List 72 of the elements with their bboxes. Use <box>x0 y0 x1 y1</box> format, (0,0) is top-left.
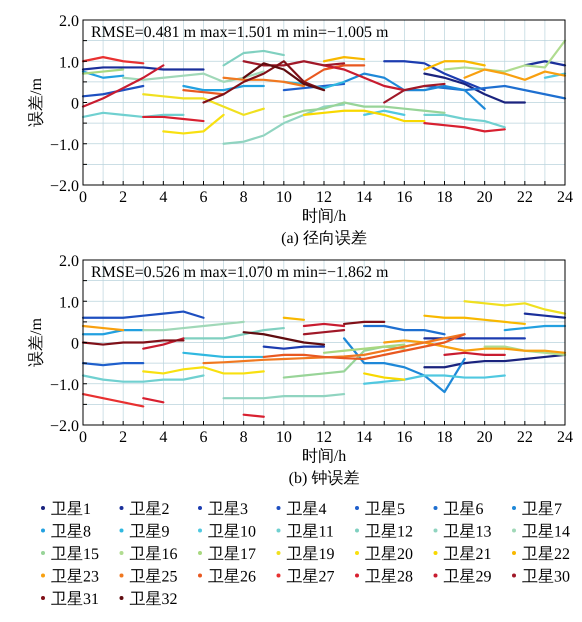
legend-label: 卫星22 <box>522 546 570 563</box>
legend-label: 卫星28 <box>365 568 413 586</box>
legend-label: 卫星30 <box>522 568 570 586</box>
legend-label: 卫星27 <box>286 568 334 586</box>
x-axis-title: 时间/h <box>302 207 346 225</box>
y-tick-label: 2.0 <box>59 253 79 270</box>
legend-label: 卫星13 <box>444 524 492 540</box>
legend-label: 卫星9 <box>130 524 170 540</box>
legend-label: 卫星26 <box>208 568 256 586</box>
legend-label: 卫星19 <box>286 546 334 563</box>
legend-label: 卫星4 <box>286 501 326 518</box>
legend-label: 卫星1 <box>51 501 91 518</box>
x-axis-title: 时间/h <box>302 447 346 465</box>
legend-label: 卫星11 <box>286 524 334 540</box>
x-tick-label: 24 <box>557 429 573 446</box>
x-tick-label: 14 <box>356 189 372 206</box>
x-tick-label: 18 <box>436 189 452 206</box>
annotation: RMSE=0.481 m max=1.501 m min=−1.005 m <box>91 24 389 41</box>
legend-label: 卫星31 <box>51 591 99 608</box>
y-tick-label: −2.0 <box>50 418 79 435</box>
x-tick-label: 22 <box>516 429 533 446</box>
legend-label: 卫星17 <box>208 546 256 563</box>
legend-label: 卫星6 <box>444 501 484 518</box>
legend-label: 卫星3 <box>208 501 248 518</box>
y-tick-label: 1.0 <box>59 294 79 312</box>
x-tick-label: 16 <box>396 429 412 446</box>
text: (a) 径向误差 <box>281 229 367 247</box>
y-tick-label: −1.0 <box>50 376 79 394</box>
legend-label: 卫星7 <box>522 501 562 518</box>
legend-label: 卫星21 <box>444 546 492 563</box>
x-tick-label: 4 <box>159 189 168 206</box>
x-tick-label: 2 <box>119 429 128 446</box>
x-tick-label: 22 <box>516 189 533 206</box>
x-tick-label: 20 <box>476 189 493 206</box>
x-tick-label: 8 <box>240 189 248 206</box>
y-tick-label: −2.0 <box>50 178 79 195</box>
x-tick-label: 8 <box>240 429 248 446</box>
y-tick-label: 1.0 <box>59 54 79 72</box>
x-tick-label: 10 <box>276 189 292 206</box>
legend-label: 卫星16 <box>130 546 178 563</box>
x-tick-label: 18 <box>436 429 452 446</box>
x-tick-label: 4 <box>159 429 168 446</box>
x-tick-label: 20 <box>476 429 493 446</box>
y-tick-label: 0 <box>71 336 79 352</box>
legend-label: 卫星29 <box>444 568 492 586</box>
y-axis-title: 误差/m <box>27 318 45 367</box>
x-tick-label: 12 <box>316 189 332 206</box>
legend-label: 卫星12 <box>365 524 413 540</box>
x-tick-label: 16 <box>396 189 412 206</box>
y-tick-label: 2.0 <box>59 13 79 30</box>
legend-label: 卫星32 <box>130 591 178 608</box>
x-tick-label: 12 <box>316 429 332 446</box>
legend-label: 卫星2 <box>130 501 170 518</box>
legend-label: 卫星15 <box>51 546 99 563</box>
legend-label: 卫星20 <box>365 546 413 563</box>
y-axis-title: 误差/m <box>27 78 45 127</box>
annotation: RMSE=0.526 m max=1.070 m min=−1.862 m <box>91 264 389 281</box>
legend-label: 卫星14 <box>522 524 570 540</box>
x-tick-label: 2 <box>119 189 128 206</box>
x-tick-label: 6 <box>200 189 208 206</box>
x-tick-label: 24 <box>557 189 573 206</box>
text: (b) 钟误差 <box>288 469 360 487</box>
legend-label: 卫星5 <box>365 501 405 518</box>
x-tick-label: 14 <box>356 429 372 446</box>
x-tick-label: 10 <box>276 429 292 446</box>
legend-label: 卫星23 <box>51 568 99 586</box>
x-tick-label: 6 <box>200 429 208 446</box>
legend-label: 卫星10 <box>208 524 256 540</box>
legend-label: 卫星8 <box>51 524 91 540</box>
legend-label: 卫星25 <box>130 568 178 586</box>
y-tick-label: 0 <box>71 96 79 112</box>
y-tick-label: −1.0 <box>50 136 79 154</box>
